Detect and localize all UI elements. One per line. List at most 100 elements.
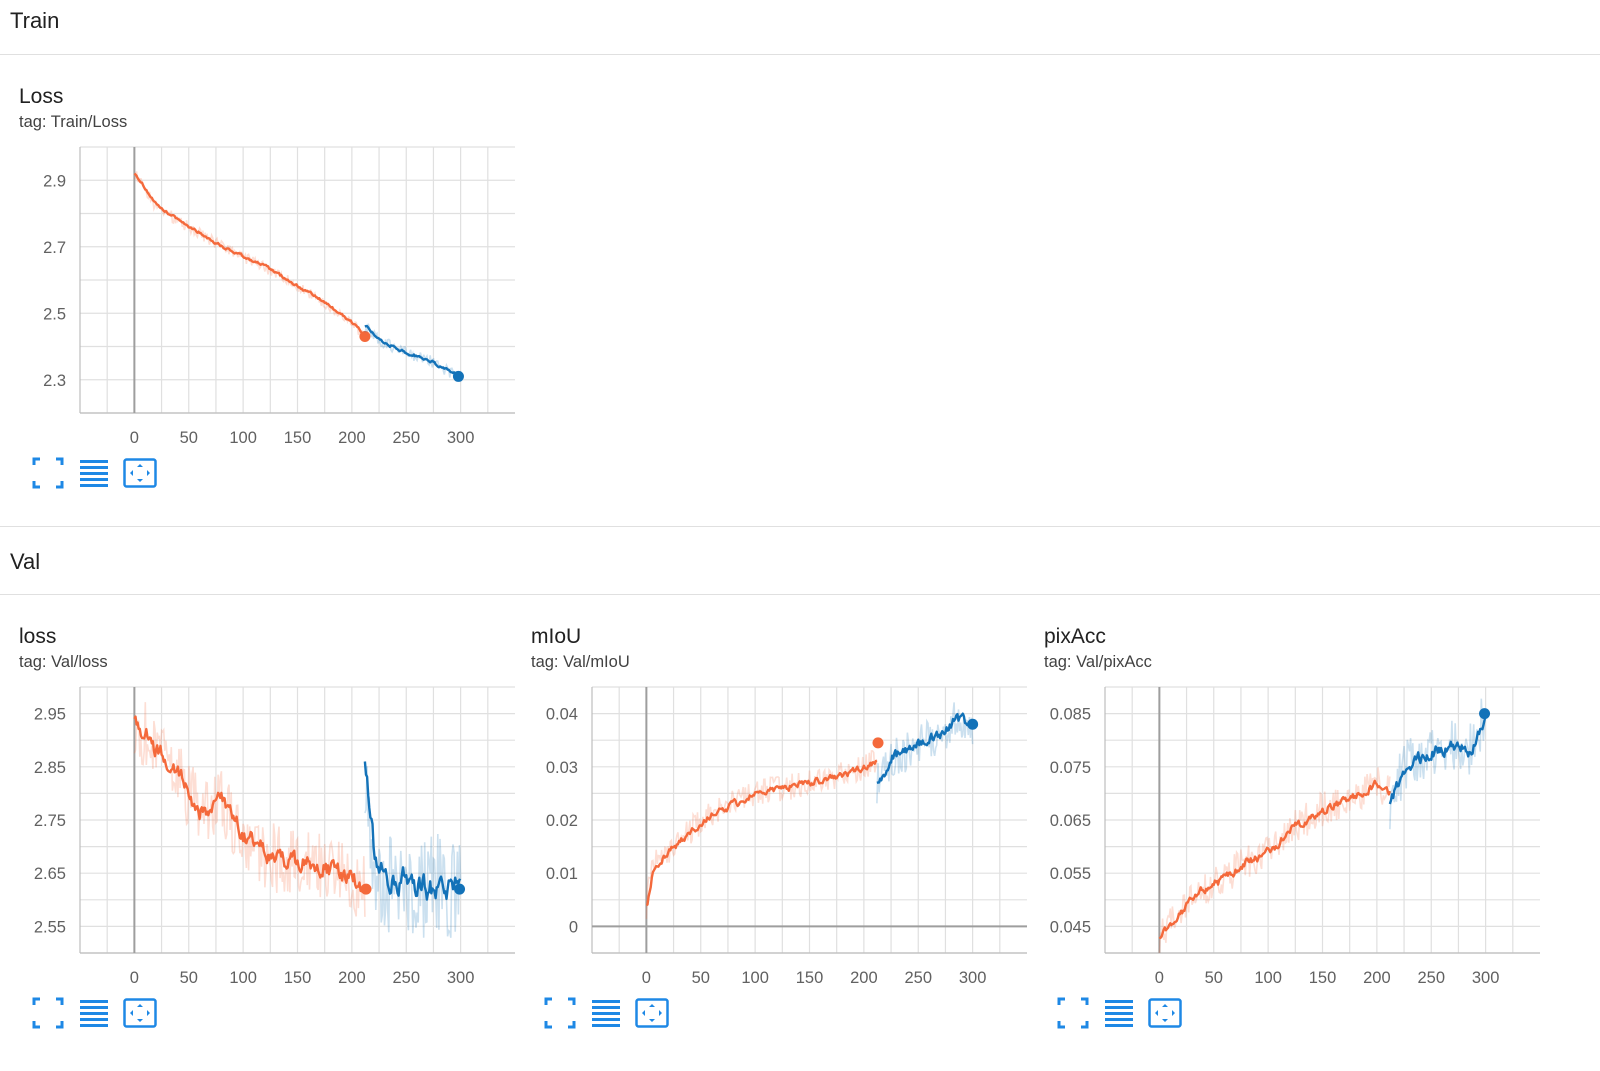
x-tick-label: 250 xyxy=(904,969,932,987)
fit-domain-icon[interactable] xyxy=(1055,995,1091,1031)
line-chart-train-loss[interactable]: 0 50 100 150 200 250 300 2.3 2.5 2.7 2.9 xyxy=(0,135,520,455)
y-tick-label: 0.065 xyxy=(1050,812,1091,830)
series-1 xyxy=(876,702,974,804)
line-chart-val-pixacc[interactable]: 0 50 100 150 200 250 300 0.045 0.055 0.065 0.075 0.… xyxy=(1025,675,1545,995)
x-tick-label: 100 xyxy=(741,969,769,987)
smoothed-line xyxy=(133,715,367,894)
series-0 xyxy=(645,750,878,919)
series-end-point xyxy=(1479,708,1491,720)
x-tick-label: 150 xyxy=(284,429,312,447)
chart-title: loss xyxy=(19,625,57,648)
y-tick-label: 0.085 xyxy=(1050,706,1091,724)
y-tick-label: 0.04 xyxy=(546,706,578,724)
y-tick-label: 2.85 xyxy=(34,759,66,777)
raw-line xyxy=(364,323,462,382)
y-tick-label: 0.045 xyxy=(1050,918,1091,936)
chart-tag: tag: Val/loss xyxy=(19,653,108,671)
section-title-train: Train xyxy=(10,8,60,33)
series-0 xyxy=(133,702,367,917)
zoom-region-icon[interactable] xyxy=(122,995,158,1031)
raw-line xyxy=(133,702,366,917)
smoothed-line xyxy=(363,761,462,901)
x-tick-label: 250 xyxy=(392,969,420,987)
line-chart-val-loss[interactable]: 0 50 100 150 200 250 300 2.55 2.65 2.75 2.85 2.95 xyxy=(0,675,520,995)
y-tick-label: 2.55 xyxy=(34,918,66,936)
y-tick-label: 2.5 xyxy=(43,305,66,323)
x-tick-label: 0 xyxy=(130,969,139,987)
x-tick-label: 300 xyxy=(447,429,475,447)
y-tick-label: 2.9 xyxy=(43,172,66,190)
series-end-point xyxy=(360,883,372,895)
smoothed-line xyxy=(876,712,974,784)
chart-title: pixAcc xyxy=(1044,625,1106,648)
smoothed-line xyxy=(645,759,878,907)
y-tick-label: 2.95 xyxy=(34,706,66,724)
x-tick-label: 200 xyxy=(1363,969,1391,987)
smoothed-line xyxy=(1158,779,1392,940)
x-tick-label: 250 xyxy=(392,429,420,447)
line-chart-val-miou[interactable]: 0 50 100 150 200 250 300 0 0.01 0.02 0.03 0.04 xyxy=(512,675,1032,995)
x-tick-label: 300 xyxy=(959,969,987,987)
fit-domain-icon[interactable] xyxy=(542,995,578,1031)
chart-tag: tag: Train/Loss xyxy=(19,113,128,131)
y-tick-label: 0.01 xyxy=(546,865,578,883)
chart-card-val-miou: mIoU tag: Val/mIoU 0 50 100 150 200 250 300 0 0.… xyxy=(512,625,1032,1055)
zoom-region-icon[interactable] xyxy=(634,995,670,1031)
series-end-point xyxy=(454,883,466,895)
x-tick-label: 100 xyxy=(229,969,257,987)
fit-domain-icon[interactable] xyxy=(30,995,66,1031)
y-tick-label: 0.03 xyxy=(546,759,578,777)
chart-card-val-pixacc: pixAcc tag: Val/pixAcc 0 50 100 150 200 250 30… xyxy=(1025,625,1545,1055)
toggle-log-scale-icon[interactable] xyxy=(588,995,624,1031)
series-end-point xyxy=(967,718,979,730)
raw-line xyxy=(364,766,462,938)
x-tick-label: 150 xyxy=(796,969,824,987)
series-1 xyxy=(1388,698,1487,830)
y-tick-label: 2.65 xyxy=(34,865,66,883)
series-1 xyxy=(363,761,462,938)
y-tick-label: 2.7 xyxy=(43,239,66,257)
x-tick-label: 150 xyxy=(1309,969,1337,987)
x-tick-label: 50 xyxy=(180,969,198,987)
chart-tag: tag: Val/pixAcc xyxy=(1044,653,1152,671)
raw-line xyxy=(1389,698,1487,830)
x-tick-label: 250 xyxy=(1417,969,1445,987)
smoothed-line xyxy=(1388,714,1487,805)
zoom-region-icon[interactable] xyxy=(122,455,158,491)
fit-domain-icon[interactable] xyxy=(30,455,66,491)
toggle-log-scale-icon[interactable] xyxy=(76,455,112,491)
zoom-region-icon[interactable] xyxy=(1147,995,1183,1031)
y-tick-label: 0.055 xyxy=(1050,865,1091,883)
series-end-point xyxy=(872,737,884,749)
y-tick-label: 0.02 xyxy=(546,812,578,830)
divider-train-top xyxy=(0,54,1600,55)
chart-title: Loss xyxy=(19,85,64,108)
x-tick-label: 200 xyxy=(338,969,366,987)
x-tick-label: 50 xyxy=(1205,969,1223,987)
series-0 xyxy=(133,171,366,337)
toggle-log-scale-icon[interactable] xyxy=(76,995,112,1031)
smoothed-line xyxy=(133,172,366,337)
x-tick-label: 0 xyxy=(642,969,651,987)
x-tick-label: 200 xyxy=(338,429,366,447)
x-tick-label: 200 xyxy=(850,969,878,987)
x-tick-label: 100 xyxy=(229,429,257,447)
grid xyxy=(80,146,515,414)
raw-line xyxy=(133,171,366,336)
x-tick-label: 150 xyxy=(284,969,312,987)
chart-tag: tag: Val/mIoU xyxy=(531,653,630,671)
y-tick-label: 2.3 xyxy=(43,372,66,390)
chart-card-train-loss: Loss tag: Train/Loss 0 50 100 150 200 250 300 2… xyxy=(0,85,520,515)
divider-val-header xyxy=(0,594,1600,595)
y-tick-label: 0.075 xyxy=(1050,759,1091,777)
toggle-log-scale-icon[interactable] xyxy=(1101,995,1137,1031)
x-tick-label: 50 xyxy=(692,969,710,987)
x-tick-label: 300 xyxy=(1472,969,1500,987)
smoothed-line xyxy=(364,324,462,377)
series-end-point xyxy=(359,331,371,343)
x-tick-label: 50 xyxy=(180,429,198,447)
raw-line xyxy=(1158,767,1391,953)
grid xyxy=(1105,686,1540,954)
section-title-val: Val xyxy=(10,549,41,574)
divider-val-top xyxy=(0,526,1600,527)
